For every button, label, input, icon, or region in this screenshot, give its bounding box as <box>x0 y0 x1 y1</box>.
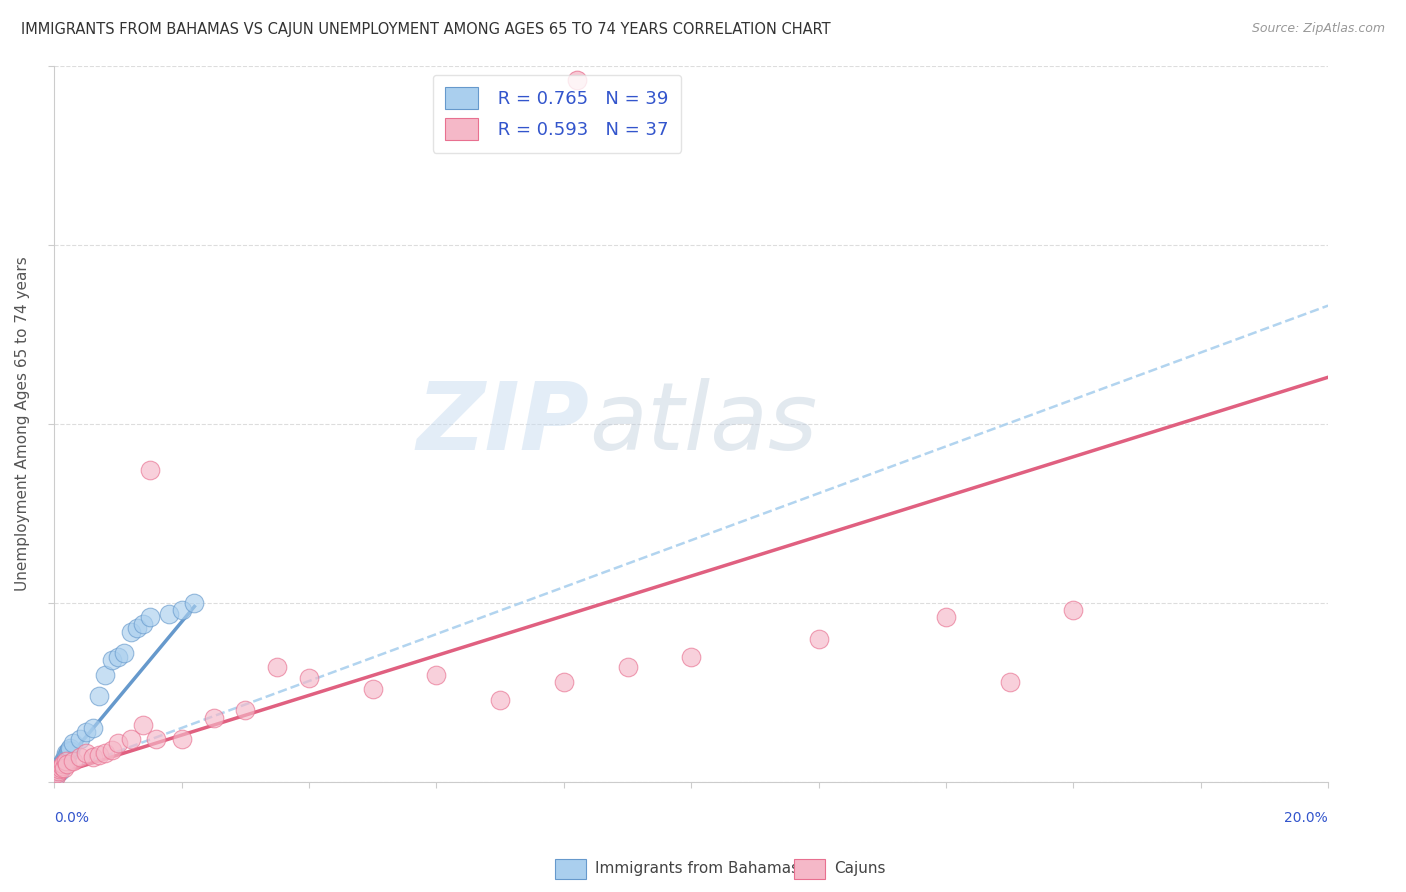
Point <box>53 761 76 775</box>
Point <box>132 617 155 632</box>
Text: atlas: atlas <box>589 378 817 469</box>
Text: 0.0%: 0.0% <box>55 811 90 825</box>
Point <box>183 596 205 610</box>
Point <box>62 754 84 768</box>
Point <box>565 73 588 87</box>
Point <box>46 764 69 779</box>
Point <box>112 646 135 660</box>
Point <box>139 610 162 624</box>
Point <box>62 736 84 750</box>
Point <box>56 745 79 759</box>
Point <box>107 736 129 750</box>
Point <box>48 761 70 775</box>
Point <box>100 743 122 757</box>
Point <box>82 750 104 764</box>
Point <box>48 759 70 773</box>
Point <box>49 761 72 775</box>
Point <box>52 754 75 768</box>
Y-axis label: Unemployment Among Ages 65 to 74 years: Unemployment Among Ages 65 to 74 years <box>15 256 30 591</box>
Point <box>170 732 193 747</box>
Point <box>45 769 67 783</box>
Text: Immigrants from Bahamas: Immigrants from Bahamas <box>595 862 799 876</box>
Point <box>87 747 110 762</box>
Point <box>107 649 129 664</box>
Point <box>56 747 79 762</box>
Point <box>69 750 91 764</box>
Point <box>49 757 72 772</box>
Point <box>553 674 575 689</box>
Point <box>46 766 69 780</box>
Point <box>132 717 155 731</box>
Point <box>45 764 67 779</box>
Point <box>100 653 122 667</box>
Point <box>298 671 321 685</box>
Point <box>616 660 638 674</box>
Point <box>55 747 77 761</box>
Legend:  R = 0.765   N = 39,  R = 0.593   N = 37: R = 0.765 N = 39, R = 0.593 N = 37 <box>433 75 682 153</box>
Text: 20.0%: 20.0% <box>1285 811 1329 825</box>
Point <box>127 621 149 635</box>
Point <box>87 689 110 703</box>
Point <box>361 681 384 696</box>
Text: Source: ZipAtlas.com: Source: ZipAtlas.com <box>1251 22 1385 36</box>
Point <box>489 692 512 706</box>
Point <box>998 674 1021 689</box>
Point <box>94 747 117 761</box>
Point <box>120 624 142 639</box>
Point <box>52 757 75 772</box>
Point <box>266 660 288 674</box>
Point <box>52 757 75 772</box>
Point <box>59 740 82 755</box>
Point <box>49 764 72 779</box>
Point <box>53 750 76 764</box>
Point <box>157 607 180 621</box>
Point <box>202 710 225 724</box>
Point <box>120 732 142 747</box>
Point <box>58 743 80 757</box>
Point <box>235 703 257 717</box>
Point <box>75 747 97 761</box>
Point <box>51 759 73 773</box>
Point <box>681 649 703 664</box>
Point <box>94 667 117 681</box>
Point <box>51 761 73 775</box>
Point <box>56 757 79 772</box>
Text: ZIP: ZIP <box>416 378 589 470</box>
Point <box>53 754 76 768</box>
Text: Cajuns: Cajuns <box>834 862 886 876</box>
Point <box>75 724 97 739</box>
Point <box>145 732 167 747</box>
Point <box>48 762 70 776</box>
Point <box>1062 603 1084 617</box>
Point <box>55 751 77 765</box>
Point <box>51 759 73 773</box>
Point <box>425 667 447 681</box>
Point <box>69 732 91 747</box>
Point <box>807 632 830 646</box>
Point <box>58 744 80 758</box>
Text: IMMIGRANTS FROM BAHAMAS VS CAJUN UNEMPLOYMENT AMONG AGES 65 TO 74 YEARS CORRELAT: IMMIGRANTS FROM BAHAMAS VS CAJUN UNEMPLO… <box>21 22 831 37</box>
Point <box>170 603 193 617</box>
Point <box>55 754 77 768</box>
Point <box>935 610 957 624</box>
Point <box>45 768 67 782</box>
Point <box>45 766 67 780</box>
Point <box>52 755 75 769</box>
Point <box>82 721 104 735</box>
Point <box>58 747 80 761</box>
Point <box>139 463 162 477</box>
Point <box>46 762 69 776</box>
